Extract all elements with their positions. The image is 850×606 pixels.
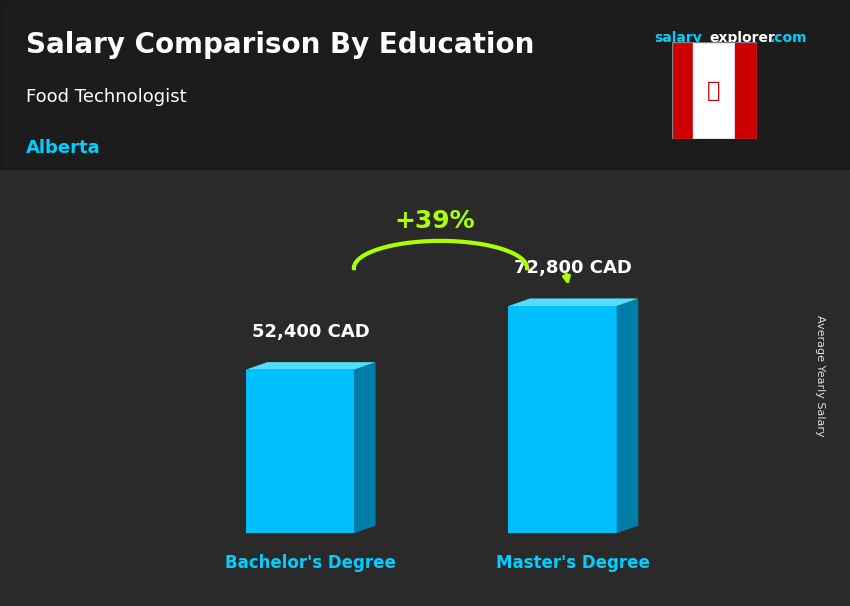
Text: explorer: explorer — [710, 30, 775, 45]
Text: Alberta: Alberta — [26, 139, 100, 157]
Text: salary: salary — [654, 30, 702, 45]
Text: 72,800 CAD: 72,800 CAD — [514, 259, 632, 277]
Polygon shape — [616, 298, 638, 533]
Polygon shape — [354, 362, 376, 533]
Bar — [735, 42, 756, 139]
Text: 52,400 CAD: 52,400 CAD — [252, 323, 370, 341]
Polygon shape — [246, 370, 354, 533]
Polygon shape — [508, 298, 638, 306]
Bar — [693, 42, 735, 139]
Text: +39%: +39% — [394, 209, 474, 233]
Text: Salary Comparison By Education: Salary Comparison By Education — [26, 30, 534, 59]
Text: Bachelor's Degree: Bachelor's Degree — [225, 554, 396, 573]
Bar — [672, 42, 693, 139]
Polygon shape — [246, 362, 376, 370]
Text: .com: .com — [769, 30, 807, 45]
Text: Master's Degree: Master's Degree — [496, 554, 650, 573]
Text: 🍁: 🍁 — [707, 81, 721, 101]
Text: Average Yearly Salary: Average Yearly Salary — [815, 315, 825, 436]
Polygon shape — [508, 306, 616, 533]
Text: Food Technologist: Food Technologist — [26, 88, 186, 106]
